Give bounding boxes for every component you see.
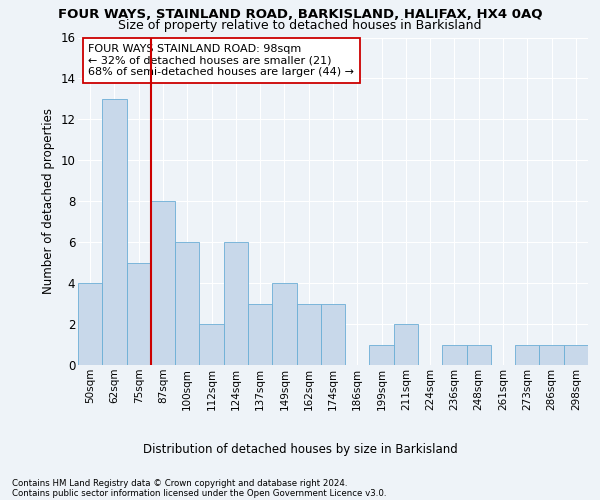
Bar <box>515 344 539 365</box>
Bar <box>199 324 224 365</box>
Bar <box>127 262 151 365</box>
Bar <box>321 304 345 365</box>
Bar <box>394 324 418 365</box>
Text: FOUR WAYS STAINLAND ROAD: 98sqm
← 32% of detached houses are smaller (21)
68% of: FOUR WAYS STAINLAND ROAD: 98sqm ← 32% of… <box>88 44 354 77</box>
Bar <box>296 304 321 365</box>
Bar <box>272 283 296 365</box>
Bar <box>102 99 127 365</box>
Text: Size of property relative to detached houses in Barkisland: Size of property relative to detached ho… <box>118 18 482 32</box>
Bar <box>248 304 272 365</box>
Bar <box>442 344 467 365</box>
Bar <box>151 201 175 365</box>
Bar <box>175 242 199 365</box>
Text: FOUR WAYS, STAINLAND ROAD, BARKISLAND, HALIFAX, HX4 0AQ: FOUR WAYS, STAINLAND ROAD, BARKISLAND, H… <box>58 8 542 20</box>
Bar <box>370 344 394 365</box>
Bar <box>467 344 491 365</box>
Text: Contains HM Land Registry data © Crown copyright and database right 2024.: Contains HM Land Registry data © Crown c… <box>12 479 347 488</box>
Bar <box>224 242 248 365</box>
Bar <box>78 283 102 365</box>
Bar <box>564 344 588 365</box>
Y-axis label: Number of detached properties: Number of detached properties <box>41 108 55 294</box>
Text: Distribution of detached houses by size in Barkisland: Distribution of detached houses by size … <box>143 442 457 456</box>
Text: Contains public sector information licensed under the Open Government Licence v3: Contains public sector information licen… <box>12 489 386 498</box>
Bar <box>539 344 564 365</box>
